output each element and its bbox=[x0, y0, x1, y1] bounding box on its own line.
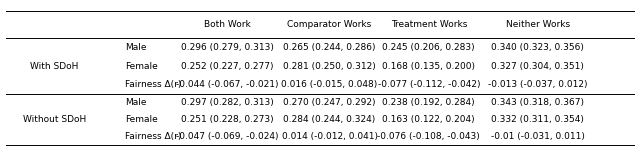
Text: Female: Female bbox=[125, 62, 157, 71]
Text: 0.327 (0.304, 0.351): 0.327 (0.304, 0.351) bbox=[491, 62, 584, 71]
Text: 0.163 (0.122, 0.204): 0.163 (0.122, 0.204) bbox=[383, 115, 475, 124]
Text: 0.014 (-0.012, 0.041): 0.014 (-0.012, 0.041) bbox=[282, 132, 378, 141]
Text: 0.340 (0.323, 0.356): 0.340 (0.323, 0.356) bbox=[491, 43, 584, 52]
Text: 0.284 (0.244, 0.324): 0.284 (0.244, 0.324) bbox=[284, 115, 376, 124]
Text: Without SDoH: Without SDoH bbox=[23, 115, 86, 124]
Text: 0.265 (0.244, 0.286): 0.265 (0.244, 0.286) bbox=[284, 43, 376, 52]
Text: Male: Male bbox=[125, 43, 147, 52]
Text: Female: Female bbox=[125, 115, 157, 124]
Text: Fairness Δ(r): Fairness Δ(r) bbox=[125, 132, 181, 141]
Text: 0.332 (0.311, 0.354): 0.332 (0.311, 0.354) bbox=[491, 115, 584, 124]
Text: 0.016 (-0.015, 0.048): 0.016 (-0.015, 0.048) bbox=[282, 80, 378, 89]
Text: Neither Works: Neither Works bbox=[506, 20, 570, 29]
Text: -0.077 (-0.112, -0.042): -0.077 (-0.112, -0.042) bbox=[378, 80, 480, 89]
Text: -0.076 (-0.108, -0.043): -0.076 (-0.108, -0.043) bbox=[378, 132, 480, 141]
Text: -0.013 (-0.037, 0.012): -0.013 (-0.037, 0.012) bbox=[488, 80, 588, 89]
Text: 0.270 (0.247, 0.292): 0.270 (0.247, 0.292) bbox=[284, 98, 376, 107]
Text: 0.297 (0.282, 0.313): 0.297 (0.282, 0.313) bbox=[181, 98, 273, 107]
Text: -0.01 (-0.031, 0.011): -0.01 (-0.031, 0.011) bbox=[491, 132, 584, 141]
Text: 0.281 (0.250, 0.312): 0.281 (0.250, 0.312) bbox=[284, 62, 376, 71]
Text: Comparator Works: Comparator Works bbox=[287, 20, 372, 29]
Text: Both Work: Both Work bbox=[204, 20, 251, 29]
Text: 0.296 (0.279, 0.313): 0.296 (0.279, 0.313) bbox=[180, 43, 274, 52]
Text: 0.251 (0.228, 0.273): 0.251 (0.228, 0.273) bbox=[181, 115, 273, 124]
Text: -0.047 (-0.069, -0.024): -0.047 (-0.069, -0.024) bbox=[176, 132, 278, 141]
Text: Male: Male bbox=[125, 98, 147, 107]
Text: With SDoH: With SDoH bbox=[30, 62, 79, 71]
Text: 0.343 (0.318, 0.367): 0.343 (0.318, 0.367) bbox=[491, 98, 584, 107]
Text: 0.252 (0.227, 0.277): 0.252 (0.227, 0.277) bbox=[181, 62, 273, 71]
Text: Treatment Works: Treatment Works bbox=[390, 20, 467, 29]
Text: 0.168 (0.135, 0.200): 0.168 (0.135, 0.200) bbox=[382, 62, 476, 71]
Text: -0.044 (-0.067, -0.021): -0.044 (-0.067, -0.021) bbox=[176, 80, 278, 89]
Text: Fairness Δ(r): Fairness Δ(r) bbox=[125, 80, 181, 89]
Text: 0.245 (0.206, 0.283): 0.245 (0.206, 0.283) bbox=[383, 43, 475, 52]
Text: 0.238 (0.192, 0.284): 0.238 (0.192, 0.284) bbox=[383, 98, 475, 107]
